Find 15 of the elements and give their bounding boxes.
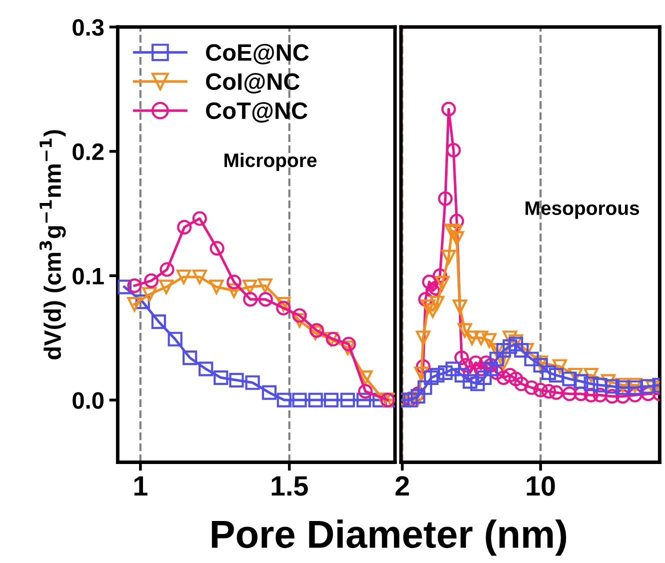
annotation: Mesoporous — [526, 201, 640, 219]
y-tick-label: 0.2 — [72, 143, 104, 160]
y-axis-title: dV(d) (cm$^{3}$g$^{−1}$nm$^{−1}$) — [39, 130, 66, 360]
y-tick-label: 0.0 — [72, 392, 104, 409]
x-tick-label: 2 — [396, 476, 409, 496]
x-axis-title: Pore Diameter (nm) — [212, 520, 566, 556]
annotation: Micropore — [224, 152, 317, 171]
y-tick-label: 0.3 — [72, 19, 104, 36]
legend-label: CoE@NC — [206, 44, 309, 64]
legend-label: CoT@NC — [206, 102, 308, 123]
x-tick-label: 10 — [526, 476, 555, 496]
x-tick-label: 1.5 — [272, 476, 308, 496]
y-tick-label: 0.1 — [72, 268, 104, 284]
legend-label: CoI@NC — [206, 72, 300, 94]
x-tick-label: 1 — [134, 476, 148, 496]
